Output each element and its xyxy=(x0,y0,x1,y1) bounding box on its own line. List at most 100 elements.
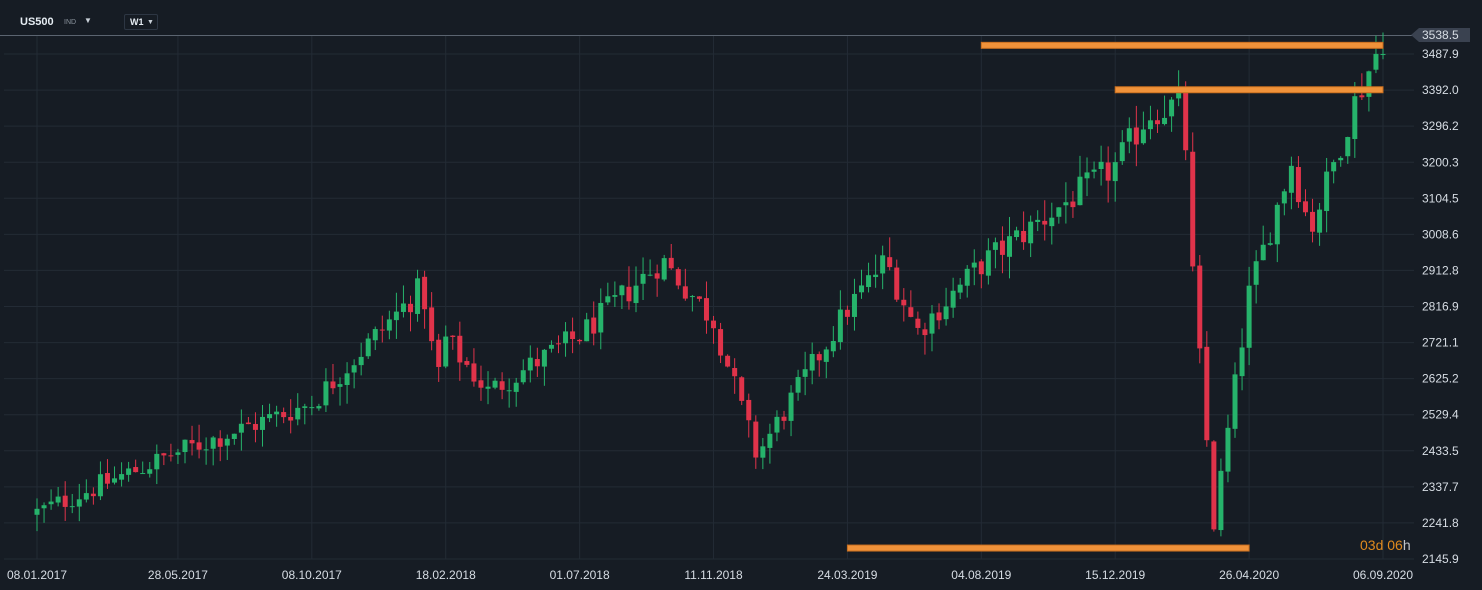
candle xyxy=(1014,226,1020,241)
candle xyxy=(407,295,413,332)
date-tick-label: 06.09.2020 xyxy=(1353,568,1413,582)
candle-body xyxy=(1133,127,1139,145)
candle xyxy=(393,292,399,339)
price-tick-label: 2625.2 xyxy=(1422,372,1459,386)
candle-body xyxy=(203,449,209,451)
price-axis: 3538.5 3487.9 3392.0 3296.2 3200.3 3104.5 3008… xyxy=(1411,28,1470,566)
candle-body xyxy=(217,438,223,447)
candle-body xyxy=(880,255,886,274)
candle xyxy=(1338,156,1344,167)
price-tick-label: 3104.5 xyxy=(1422,191,1459,205)
candle-body xyxy=(372,329,378,341)
candle-body xyxy=(457,335,463,363)
candle xyxy=(231,433,237,445)
candle xyxy=(379,315,385,343)
price-level-line xyxy=(846,544,1250,552)
timeframe-label[interactable]: W1 xyxy=(130,17,144,27)
candle xyxy=(563,322,569,357)
candle xyxy=(1105,146,1111,203)
candle xyxy=(217,430,223,462)
candle xyxy=(732,358,738,394)
candle xyxy=(619,284,625,310)
candle xyxy=(260,405,266,447)
candle xyxy=(696,296,702,302)
price-tick-label: 2241.8 xyxy=(1422,516,1459,530)
candle-body xyxy=(154,453,160,470)
candle xyxy=(1267,232,1273,246)
candle xyxy=(41,502,47,523)
candle-body xyxy=(809,353,815,371)
candle xyxy=(1295,156,1301,208)
date-tick-label: 24.03.2019 xyxy=(817,568,877,582)
candle-body xyxy=(1331,162,1337,172)
candle xyxy=(203,437,209,465)
candle-body xyxy=(443,336,449,367)
countdown-value: 03d 06 xyxy=(1360,537,1403,553)
candle-body xyxy=(873,274,879,278)
candle-body xyxy=(1007,236,1013,257)
price-tick-label: 3008.6 xyxy=(1422,227,1459,241)
candle xyxy=(126,461,132,482)
candle xyxy=(365,333,371,359)
candle-body xyxy=(605,296,611,303)
candle-body xyxy=(1253,261,1259,285)
candle-body xyxy=(767,433,773,448)
candle xyxy=(1112,152,1118,202)
candle-body xyxy=(534,359,540,367)
candle-body xyxy=(964,268,970,286)
candle-body xyxy=(422,276,428,310)
candle-body xyxy=(612,295,618,297)
candle-body xyxy=(274,411,280,415)
candle-body xyxy=(844,309,850,317)
candle-body xyxy=(41,505,47,509)
chart-toolbar: US500 IND ▼ W1 ▼ xyxy=(0,0,1482,36)
candle-body xyxy=(950,290,956,308)
candle-body xyxy=(760,446,766,458)
candle-body xyxy=(302,406,308,408)
chevron-down-icon[interactable]: ▼ xyxy=(147,19,154,26)
candle xyxy=(281,407,287,424)
candle xyxy=(224,434,230,460)
candle-body xyxy=(1140,129,1146,144)
candle xyxy=(1239,328,1245,391)
candle xyxy=(753,415,759,469)
candle-body xyxy=(196,442,202,450)
candle xyxy=(83,479,89,503)
candle xyxy=(1056,207,1062,224)
candle xyxy=(161,452,167,466)
candle xyxy=(140,461,146,475)
candle-body xyxy=(126,468,132,475)
candle xyxy=(929,305,935,352)
candle xyxy=(443,325,449,369)
price-tick-label: 3296.2 xyxy=(1422,119,1459,133)
candle xyxy=(760,437,766,470)
candle-body xyxy=(746,399,752,421)
candle-body xyxy=(1056,207,1062,217)
candle xyxy=(633,266,639,313)
candle-body xyxy=(351,365,357,373)
candle xyxy=(288,399,294,434)
price-tick-label: 2912.8 xyxy=(1422,263,1459,277)
candle-body xyxy=(633,285,639,304)
candle xyxy=(598,288,604,350)
symbol-label[interactable]: US500 xyxy=(20,16,54,28)
candle-body xyxy=(1119,142,1125,162)
candle xyxy=(1035,210,1041,232)
price-level-line xyxy=(1114,86,1384,94)
candle-body xyxy=(985,250,991,276)
candle xyxy=(1204,331,1210,447)
timeframe-selector[interactable] xyxy=(124,14,158,30)
candle-body xyxy=(1302,201,1308,213)
candle-body xyxy=(1366,71,1372,97)
candle xyxy=(1281,188,1287,216)
candle-body xyxy=(175,452,181,455)
candle-body xyxy=(1260,244,1266,261)
candle-body xyxy=(774,416,780,433)
symbol-dropdown-icon[interactable]: ▼ xyxy=(84,16,92,25)
candle xyxy=(1077,155,1083,206)
candle xyxy=(1246,266,1252,366)
price-tick-label: 2337.7 xyxy=(1422,480,1459,494)
candle-body xyxy=(344,373,350,386)
candle xyxy=(816,351,822,377)
